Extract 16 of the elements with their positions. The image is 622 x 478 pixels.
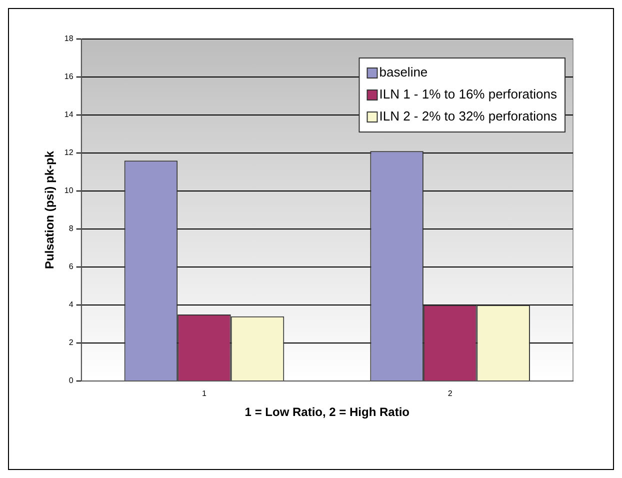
y-tick-label: 6 xyxy=(68,262,74,272)
legend-label: baseline xyxy=(379,64,428,80)
y-axis-title: Pulsation (psi) pk-pk xyxy=(42,150,57,270)
y-tick-label: 12 xyxy=(64,148,74,158)
x-axis-title: 1 = Low Ratio, 2 = High Ratio xyxy=(244,405,410,420)
legend-label: ILN 1 - 1% to 16% perforations xyxy=(379,86,558,102)
y-tick-label: 4 xyxy=(68,300,74,310)
y-tick-label: 18 xyxy=(64,34,74,44)
y-tick-label: 8 xyxy=(68,224,74,234)
y-tick-label: 16 xyxy=(64,72,74,82)
y-tick-label: 10 xyxy=(64,186,74,196)
y-tick-label: 0 xyxy=(68,376,74,386)
y-tick-label: 14 xyxy=(64,110,74,120)
y-tick-label: 2 xyxy=(68,338,74,348)
x-tick-label: 1 xyxy=(202,389,207,398)
legend-label: ILN 2 - 2% to 32% perforations xyxy=(379,108,558,124)
